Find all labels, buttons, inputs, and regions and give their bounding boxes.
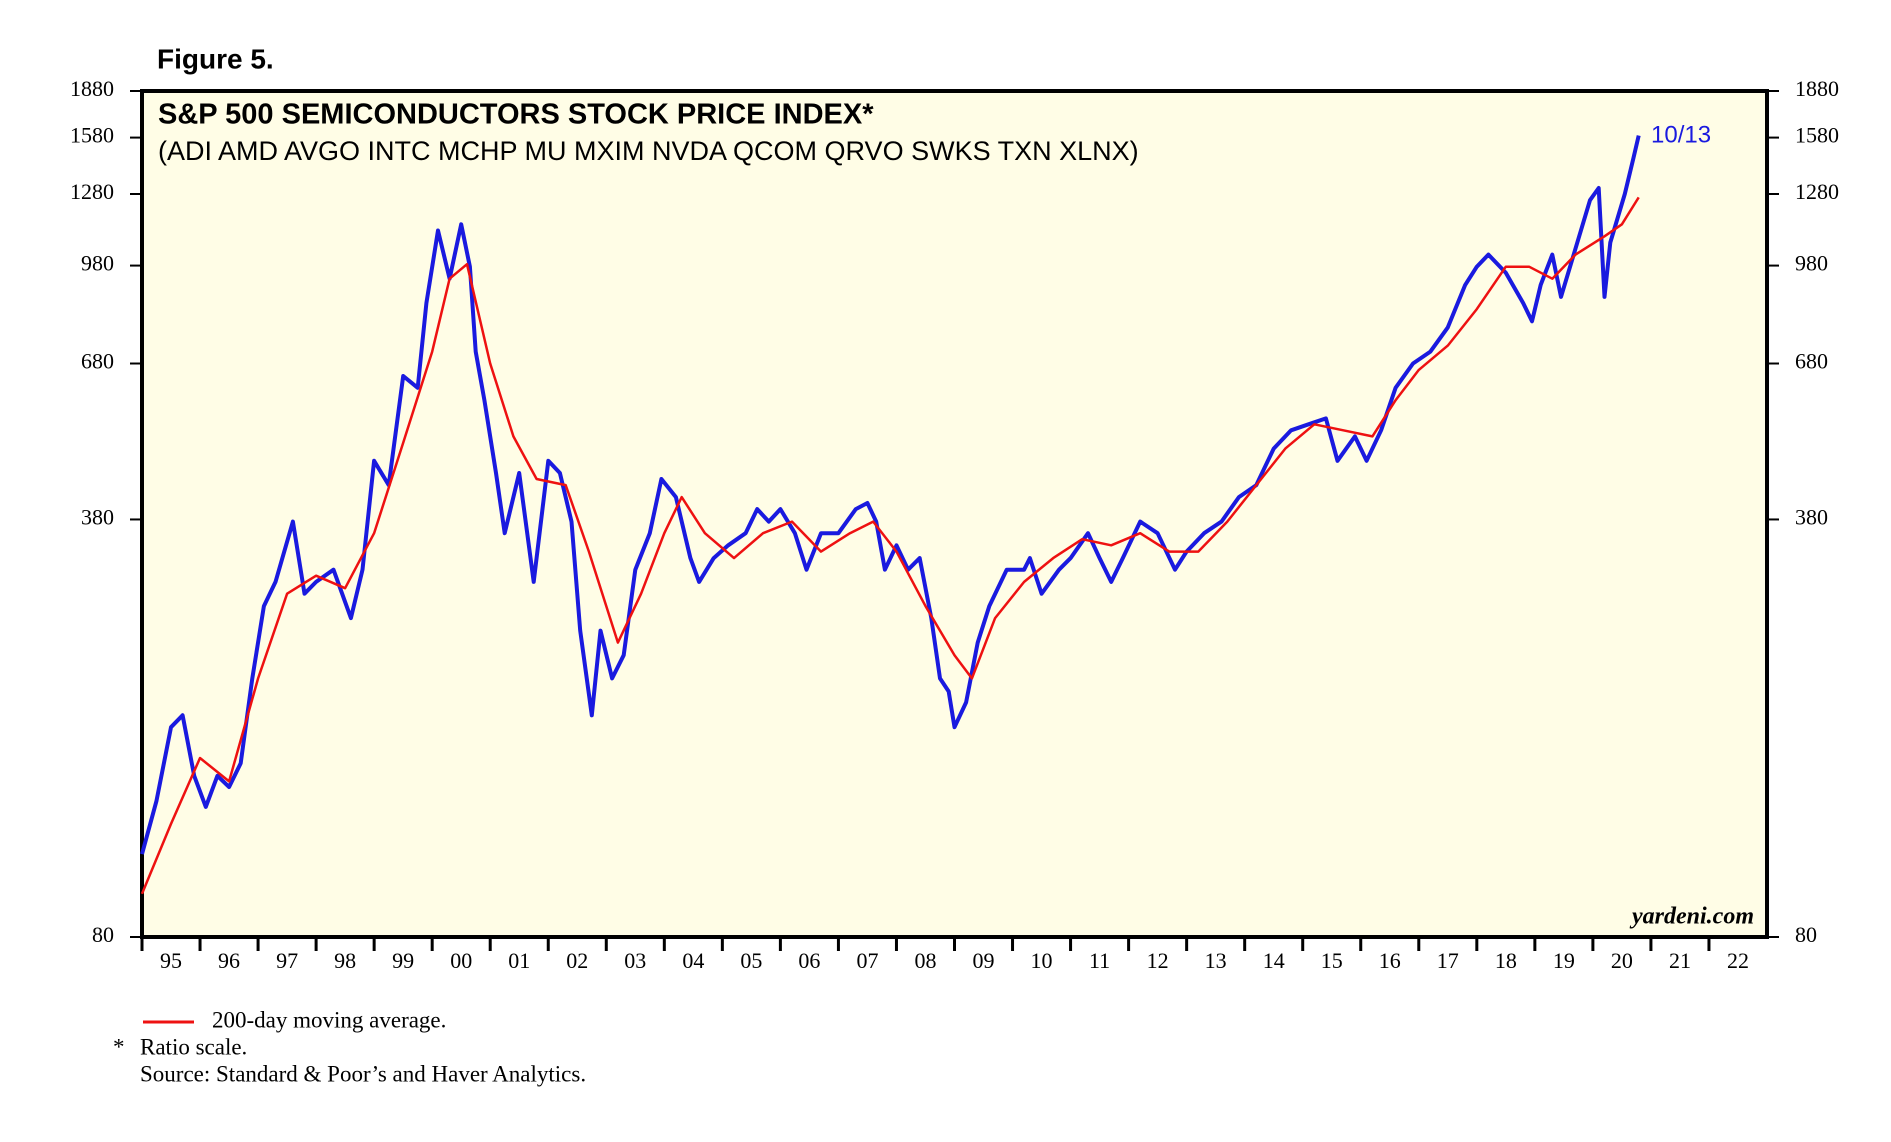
x-tick-label: 21 [1669,948,1691,973]
plot-area [140,89,1769,939]
x-tick-label: 17 [1437,948,1459,973]
footnote-marker: * [113,1034,125,1059]
y-tick-label: 380 [81,505,114,530]
y-tick-label: 980 [81,251,114,276]
series-line [140,196,1640,895]
x-tick-label: 08 [914,948,936,973]
y-tick-label: 1880 [70,76,114,101]
x-tick-label: 00 [450,948,472,973]
x-tick-label: 20 [1611,948,1633,973]
y-tick-label-right: 80 [1795,922,1817,947]
footnote: Ratio scale. [140,1034,247,1059]
legend-label: 200-day moving average. [212,1007,446,1032]
annotation: 10/13 [1651,121,1711,148]
y-tick-label: 680 [81,349,114,374]
x-tick-label: 01 [508,948,530,973]
x-tick-label: 15 [1321,948,1343,973]
y-tick-label: 1280 [70,179,114,204]
source-note: Source: Standard & Poor’s and Haver Anal… [140,1061,586,1086]
chart-subtitle: (ADI AMD AVGO INTC MCHP MU MXIM NVDA QCO… [158,136,1139,166]
x-tick-label: 05 [740,948,762,973]
x-tick-label: 09 [973,948,995,973]
watermark: yardeni.com [1629,904,1754,930]
x-tick-label: 22 [1727,948,1749,973]
y-tick-label: 80 [92,922,114,947]
x-tick-label: 19 [1553,948,1575,973]
x-tick-label: 12 [1147,948,1169,973]
y-tick-label: 1580 [70,123,114,148]
y-tick-label-right: 1280 [1795,179,1839,204]
y-tick-label-right: 1580 [1795,123,1839,148]
x-tick-label: 96 [218,948,240,973]
y-tick-label-right: 1880 [1795,76,1839,101]
y-tick-label-right: 980 [1795,251,1828,276]
x-tick-label: 07 [856,948,878,973]
x-tick-label: 18 [1495,948,1517,973]
x-tick-label: 98 [334,948,356,973]
series-line [140,135,1641,855]
figure-label: Figure 5. [157,43,274,74]
x-tick-label: 95 [160,948,182,973]
x-tick-label: 97 [276,948,298,973]
x-tick-label: 14 [1263,948,1285,973]
x-tick-label: 11 [1089,948,1110,973]
x-tick-label: 16 [1379,948,1401,973]
y-tick-label-right: 680 [1795,349,1828,374]
x-tick-label: 06 [798,948,820,973]
x-tick-label: 02 [566,948,588,973]
x-tick-label: 13 [1205,948,1227,973]
x-tick-label: 10 [1031,948,1053,973]
x-tick-label: 03 [624,948,646,973]
x-tick-label: 99 [392,948,414,973]
y-tick-label-right: 380 [1795,505,1828,530]
x-tick-label: 04 [682,948,704,973]
chart-title: S&P 500 SEMICONDUCTORS STOCK PRICE INDEX… [158,99,874,131]
